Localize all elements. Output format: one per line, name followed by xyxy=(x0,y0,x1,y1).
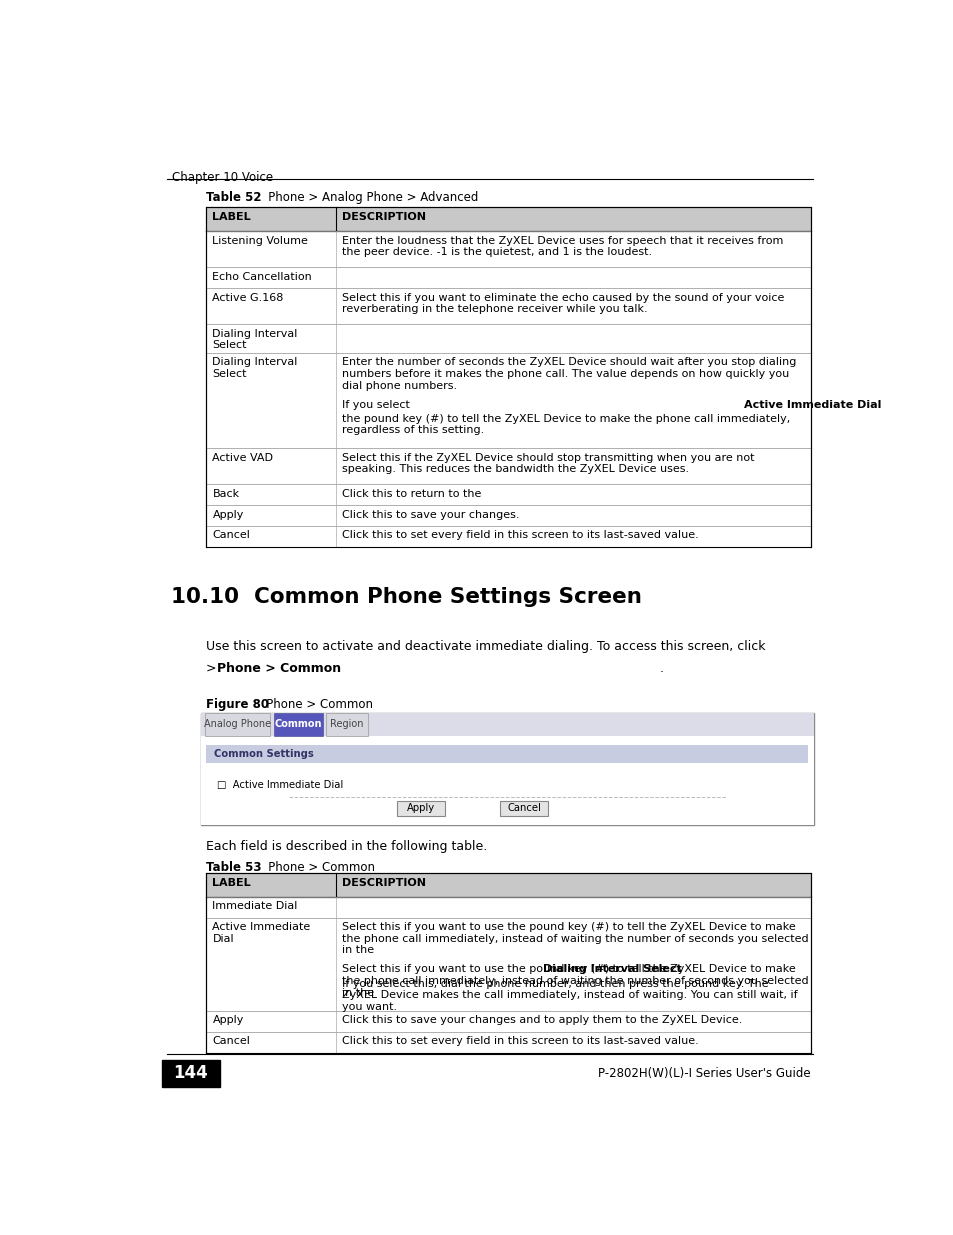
Text: Back: Back xyxy=(213,489,239,499)
Text: Chapter 10 Voice: Chapter 10 Voice xyxy=(172,170,274,184)
Text: DESCRIPTION: DESCRIPTION xyxy=(342,878,426,888)
Text: Table 53: Table 53 xyxy=(206,862,262,874)
Text: Analog Phone: Analog Phone xyxy=(204,720,271,730)
Text: .: . xyxy=(659,662,662,674)
Text: □  Active Immediate Dial: □ Active Immediate Dial xyxy=(216,779,343,789)
Text: Listening Volume: Listening Volume xyxy=(213,236,308,246)
Bar xyxy=(206,746,807,762)
Text: the pound key (#) to tell the ZyXEL Device to make the phone call immediately,
r: the pound key (#) to tell the ZyXEL Devi… xyxy=(342,414,790,435)
Bar xyxy=(206,526,810,547)
Text: >: > xyxy=(206,662,221,674)
Bar xyxy=(206,448,810,484)
Bar xyxy=(206,505,810,526)
Bar xyxy=(206,1010,810,1031)
Text: Dialing Interval
Select: Dialing Interval Select xyxy=(213,329,297,351)
Text: Enter the number of seconds the ZyXEL Device should wait after you stop dialing
: Enter the number of seconds the ZyXEL De… xyxy=(342,357,796,390)
Text: Cancel: Cancel xyxy=(213,1036,250,1046)
Text: Cancel: Cancel xyxy=(507,803,540,813)
Text: 10.10  Common Phone Settings Screen: 10.10 Common Phone Settings Screen xyxy=(171,587,641,606)
Bar xyxy=(206,1031,810,1052)
Text: 144: 144 xyxy=(173,1065,208,1082)
Text: Common Settings: Common Settings xyxy=(213,750,314,760)
Text: P-2802H(W)(L)-I Series User's Guide: P-2802H(W)(L)-I Series User's Guide xyxy=(598,1067,810,1079)
Bar xyxy=(396,800,444,816)
Text: Phone > Analog Phone > Advanced: Phone > Analog Phone > Advanced xyxy=(256,191,477,204)
Bar xyxy=(200,713,813,825)
Bar xyxy=(206,353,810,448)
Text: Select this if you want to eliminate the echo caused by the sound of your voice
: Select this if you want to eliminate the… xyxy=(342,293,783,315)
Bar xyxy=(200,713,813,736)
Text: Echo Cancellation: Echo Cancellation xyxy=(213,272,312,282)
Text: Phone > Common: Phone > Common xyxy=(256,862,375,874)
Text: DESCRIPTION: DESCRIPTION xyxy=(342,212,426,222)
Text: If you select this, dial the phone number, and then press the pound key. The
ZyX: If you select this, dial the phone numbe… xyxy=(342,978,797,1011)
Bar xyxy=(499,800,547,816)
Text: LABEL: LABEL xyxy=(213,878,251,888)
Bar xyxy=(205,713,270,736)
Text: Click this to return to the: Click this to return to the xyxy=(342,489,485,499)
Text: Figure 80: Figure 80 xyxy=(206,698,269,711)
Text: If you select: If you select xyxy=(342,400,414,410)
Bar xyxy=(206,897,810,918)
Text: Click this to save your changes.: Click this to save your changes. xyxy=(342,510,519,520)
Bar xyxy=(206,918,810,1010)
Text: Phone > Common: Phone > Common xyxy=(254,698,373,711)
Text: Click this to set every field in this screen to its last-saved value.: Click this to set every field in this sc… xyxy=(342,1036,699,1046)
Text: Click this to save your changes and to apply them to the ZyXEL Device.: Click this to save your changes and to a… xyxy=(342,1015,741,1025)
Bar xyxy=(274,713,322,736)
Bar xyxy=(206,207,810,231)
Text: Active Immediate Dial: Active Immediate Dial xyxy=(743,400,881,410)
Bar xyxy=(206,231,810,267)
Text: Table 52: Table 52 xyxy=(206,191,262,204)
Text: Select this if the ZyXEL Device should stop transmitting when you are not
speaki: Select this if the ZyXEL Device should s… xyxy=(342,452,754,474)
Text: Select this if you want to use the pound key (#) to tell the ZyXEL Device to mak: Select this if you want to use the pound… xyxy=(342,965,808,998)
Text: Common: Common xyxy=(274,720,321,730)
Bar xyxy=(206,324,810,353)
Bar xyxy=(206,873,810,897)
Text: Region: Region xyxy=(330,720,363,730)
Text: Apply: Apply xyxy=(406,803,435,813)
Text: Cancel: Cancel xyxy=(213,531,250,541)
Bar xyxy=(206,288,810,324)
Text: Select this if you want to use the pound key (#) to tell the ZyXEL Device to mak: Select this if you want to use the pound… xyxy=(342,923,808,956)
Text: Enter the loudness that the ZyXEL Device uses for speech that it receives from
t: Enter the loudness that the ZyXEL Device… xyxy=(342,236,782,257)
Bar xyxy=(206,484,810,505)
Text: Active Immediate
Dial: Active Immediate Dial xyxy=(213,923,311,944)
Bar xyxy=(206,267,810,288)
Bar xyxy=(162,1060,219,1087)
Text: Dialing Interval
Select: Dialing Interval Select xyxy=(213,357,297,379)
Text: Apply: Apply xyxy=(213,1015,244,1025)
Text: Use this screen to activate and deactivate immediate dialing. To access this scr: Use this screen to activate and deactiva… xyxy=(206,640,769,653)
Text: Each field is described in the following table.: Each field is described in the following… xyxy=(206,841,487,853)
Text: Dialing Interval Select: Dialing Interval Select xyxy=(542,965,681,974)
Text: LABEL: LABEL xyxy=(213,212,251,222)
Text: Active G.168: Active G.168 xyxy=(213,293,283,303)
Bar xyxy=(326,713,367,736)
Text: Click this to set every field in this screen to its last-saved value.: Click this to set every field in this sc… xyxy=(342,531,699,541)
Text: Active VAD: Active VAD xyxy=(213,452,274,462)
Text: Immediate Dial: Immediate Dial xyxy=(213,902,297,911)
Bar xyxy=(200,736,813,825)
Text: Phone > Common: Phone > Common xyxy=(216,662,340,674)
Text: Apply: Apply xyxy=(213,510,244,520)
